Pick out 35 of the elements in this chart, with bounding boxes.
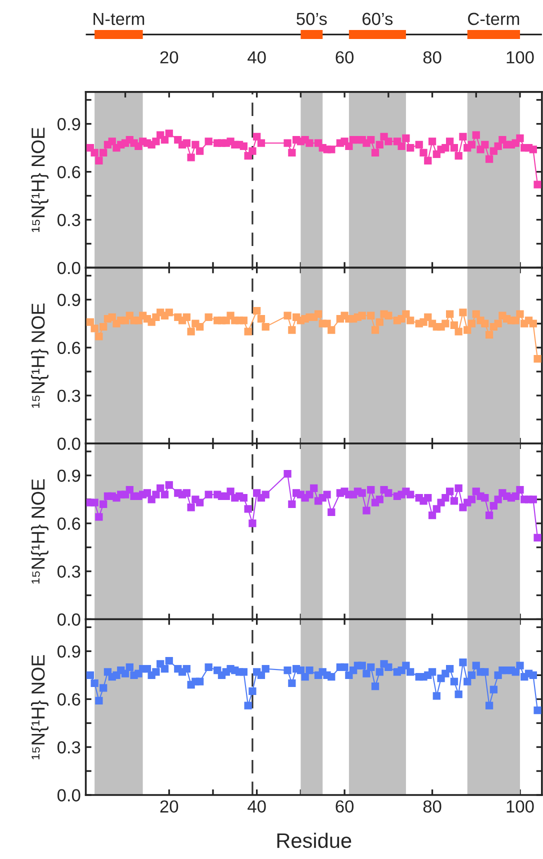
y-axis-title: ¹⁵N{¹H} NOE bbox=[30, 479, 48, 584]
x2-tick-label: 80 bbox=[423, 51, 442, 64]
text: C-term bbox=[468, 12, 520, 26]
x2-tick-label: 60 bbox=[336, 51, 354, 64]
x-tick-label: 20 bbox=[160, 800, 178, 813]
y-tick-label: 0.3 bbox=[57, 214, 80, 226]
y-tick-label: 0.6 bbox=[57, 693, 80, 706]
y-tick-label: 0.0 bbox=[57, 789, 80, 802]
text: 50’s bbox=[296, 12, 327, 26]
x2-tick-label: 20 bbox=[160, 51, 178, 64]
y-tick-label: 0.6 bbox=[57, 518, 80, 530]
y-tick-label: 0.9 bbox=[57, 118, 80, 130]
text: N-term bbox=[94, 12, 144, 26]
x-tick-label: 100 bbox=[506, 800, 534, 813]
x2-tick-label: 40 bbox=[248, 51, 266, 64]
text: 60’s bbox=[362, 12, 393, 26]
y-tick-label: 0.9 bbox=[57, 470, 80, 482]
y-tick-label: 0.0 bbox=[57, 438, 80, 450]
x-tick-label: 60 bbox=[336, 800, 354, 813]
y-axis-title: ¹⁵N{¹H} NOE bbox=[30, 304, 48, 408]
y-tick-label: 0.6 bbox=[57, 342, 80, 354]
x2-tick-label: 100 bbox=[506, 51, 534, 64]
y-tick-label: 0.6 bbox=[57, 166, 80, 178]
y-tick-label: 0.3 bbox=[57, 390, 80, 402]
y-axis-title: ¹⁵N{¹H} NOE bbox=[30, 128, 48, 232]
y-tick-label: 0.0 bbox=[57, 262, 80, 274]
y-tick-label: 0.9 bbox=[57, 294, 80, 306]
y-tick-label: 0.3 bbox=[57, 565, 80, 578]
y-tick-label: 0.0 bbox=[57, 613, 80, 626]
x-tick-label: 40 bbox=[248, 800, 266, 813]
x-axis-title: Residue bbox=[277, 832, 352, 848]
y-tick-label: 0.3 bbox=[57, 741, 80, 754]
x-tick-label: 80 bbox=[423, 800, 442, 813]
y-tick-label: 0.9 bbox=[57, 645, 80, 658]
y-axis-title: ¹⁵N{¹H} NOE bbox=[30, 655, 48, 760]
